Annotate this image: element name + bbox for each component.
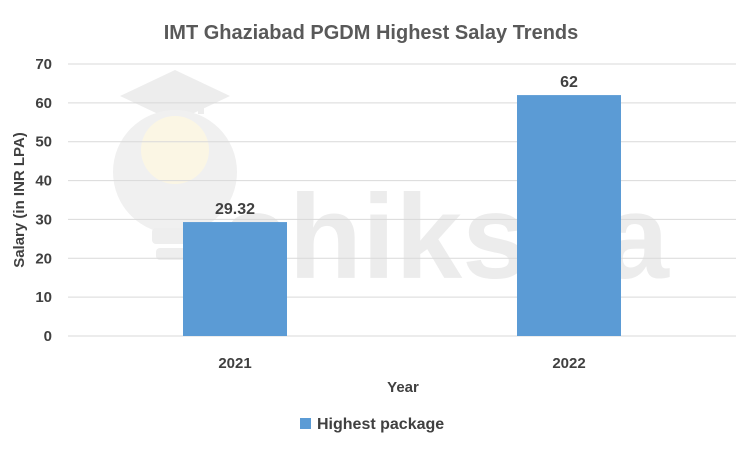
legend-label: Highest package: [317, 416, 444, 433]
x-axis-label: Year: [387, 379, 419, 396]
bar-2021: [183, 222, 287, 336]
y-axis-label: Salary (in INR LPA): [11, 132, 28, 268]
chart-title: IMT Ghaziabad PGDM Highest Salay Trends: [164, 22, 579, 44]
data-label-2021: 29.32: [215, 201, 255, 218]
y-tick-label: 60: [35, 95, 52, 112]
y-tick-label: 0: [44, 328, 52, 345]
y-axis-ticks: 0 10 20 30 40 50 60 70: [35, 56, 52, 345]
y-tick-label: 40: [35, 173, 52, 190]
x-tick-label-2021: 2021: [218, 355, 251, 372]
data-label-2022: 62: [560, 74, 578, 91]
data-labels: 29.32 62: [215, 74, 578, 218]
y-tick-label: 30: [35, 211, 52, 228]
bars: [183, 95, 621, 336]
bar-2022: [517, 95, 621, 336]
y-tick-label: 20: [35, 250, 52, 267]
legend-swatch: [300, 418, 311, 429]
y-tick-label: 10: [35, 289, 52, 306]
x-tick-label-2022: 2022: [552, 355, 585, 372]
y-tick-label: 50: [35, 134, 52, 151]
legend: Highest package: [300, 416, 444, 433]
y-tick-label: 70: [35, 56, 52, 73]
x-axis-ticks: 2021 2022: [218, 355, 585, 372]
gridlines: [68, 63, 736, 337]
graduation-cap-bulb-icon: [113, 70, 237, 260]
